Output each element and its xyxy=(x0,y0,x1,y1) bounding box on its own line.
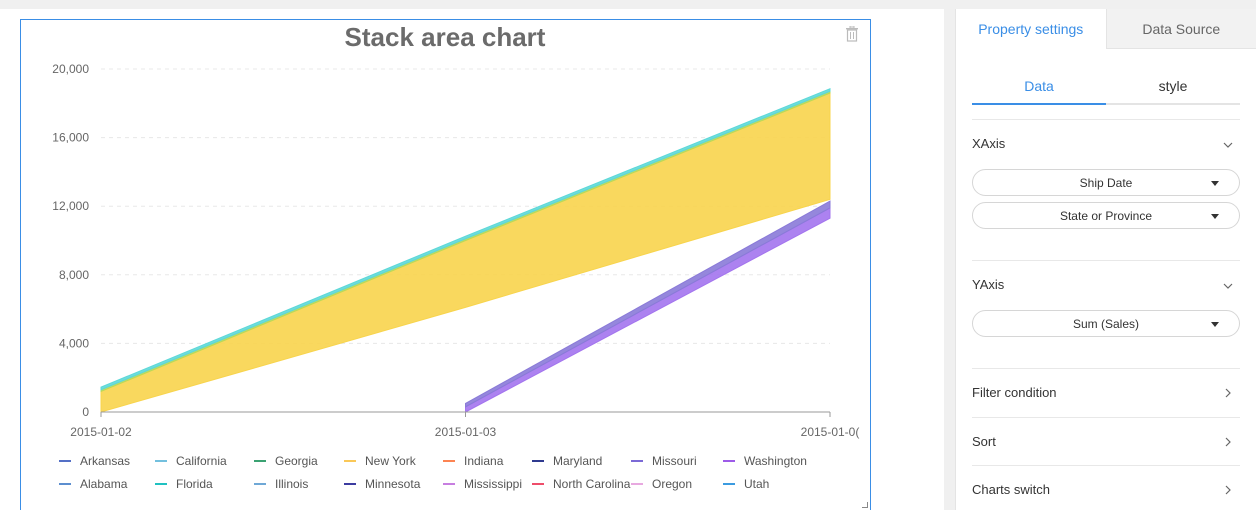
x-tick-label: 2015-01-03 xyxy=(435,425,497,439)
xaxis-field-state[interactable]: State or Province xyxy=(972,202,1240,229)
x-tick-label: 2015-01-0( xyxy=(801,425,860,439)
y-tick-label: 20,000 xyxy=(52,62,89,76)
y-tick-label: 8,000 xyxy=(59,268,89,282)
filter-section-title[interactable]: Filter condition xyxy=(972,385,1057,400)
xaxis-section-title: XAxis xyxy=(972,136,1006,151)
legend-item: Indiana xyxy=(464,454,504,468)
charts-switch-section-title[interactable]: Charts switch xyxy=(972,482,1051,497)
divider xyxy=(972,465,1240,466)
legend-item: Utah xyxy=(744,477,769,491)
panel-sub-tabs: Data style xyxy=(972,69,1240,105)
chevron-down-icon[interactable] xyxy=(1222,280,1234,292)
area-layer-missouri xyxy=(465,200,831,408)
legend-item: Alabama xyxy=(80,477,128,491)
divider xyxy=(972,119,1240,120)
y-tick-label: 0 xyxy=(82,405,89,419)
chevron-right-icon[interactable] xyxy=(1222,484,1234,496)
legend-item: California xyxy=(176,454,227,468)
chevron-right-icon[interactable] xyxy=(1222,387,1234,399)
panel-top-tabs: Property settings Data Source xyxy=(956,9,1256,49)
yaxis-section-title: YAxis xyxy=(972,277,1005,292)
legend-item: Mississippi xyxy=(464,477,522,491)
xaxis-field-label: Ship Date xyxy=(1079,175,1133,190)
canvas-area: Stack area chart 0 4,000 8,000 12,000 16,000 2… xyxy=(0,9,944,510)
legend-item: New York xyxy=(365,454,417,468)
divider xyxy=(972,260,1240,261)
chart-card[interactable]: Stack area chart 0 4,000 8,000 12,000 16,000 2… xyxy=(20,19,871,510)
xaxis-field-label: State or Province xyxy=(1059,208,1153,223)
legend-item: North Carolina xyxy=(553,477,631,491)
resize-handle[interactable] xyxy=(862,502,868,508)
caret-down-icon xyxy=(1211,322,1219,327)
legend-item: Minnesota xyxy=(365,477,421,491)
y-tick-label: 12,000 xyxy=(52,199,89,213)
subtab-style[interactable]: style xyxy=(1158,78,1188,94)
tab-data-source[interactable]: Data Source xyxy=(1105,9,1256,49)
settings-panel: Property settings Data Source Data style… xyxy=(955,9,1256,510)
divider xyxy=(972,417,1240,418)
legend-item: Florida xyxy=(176,477,213,491)
chevron-down-icon[interactable] xyxy=(1222,139,1234,151)
yaxis-field-sum-sales[interactable]: Sum (Sales) xyxy=(972,310,1240,337)
legend-item: Georgia xyxy=(275,454,318,468)
chevron-right-icon[interactable] xyxy=(1222,436,1234,448)
sort-section-title[interactable]: Sort xyxy=(972,434,996,449)
caret-down-icon xyxy=(1211,214,1219,219)
yaxis-field-label: Sum (Sales) xyxy=(1072,316,1140,331)
y-tick-label: 16,000 xyxy=(52,131,89,145)
divider xyxy=(972,368,1240,369)
legend-item: Arkansas xyxy=(80,454,130,468)
area-layer-california xyxy=(100,87,831,391)
caret-down-icon xyxy=(1211,181,1219,186)
trash-icon[interactable] xyxy=(845,26,859,42)
chart-title: Stack area chart xyxy=(345,22,546,52)
legend-item: Maryland xyxy=(553,454,602,468)
y-tick-label: 4,000 xyxy=(59,336,89,350)
legend-item: Washington xyxy=(744,454,807,468)
legend-item: Oregon xyxy=(652,477,692,491)
legend-item: Missouri xyxy=(652,454,697,468)
area-layer-new-york xyxy=(100,92,831,413)
subtab-data[interactable]: Data xyxy=(972,69,1106,105)
stack-area-chart: Stack area chart 0 4,000 8,000 12,000 16,000 2… xyxy=(52,22,860,491)
tab-property-settings[interactable]: Property settings xyxy=(956,9,1106,49)
xaxis-field-ship-date[interactable]: Ship Date xyxy=(972,169,1240,196)
legend-item: Illinois xyxy=(275,477,308,491)
x-tick-label: 2015-01-02 xyxy=(70,425,132,439)
